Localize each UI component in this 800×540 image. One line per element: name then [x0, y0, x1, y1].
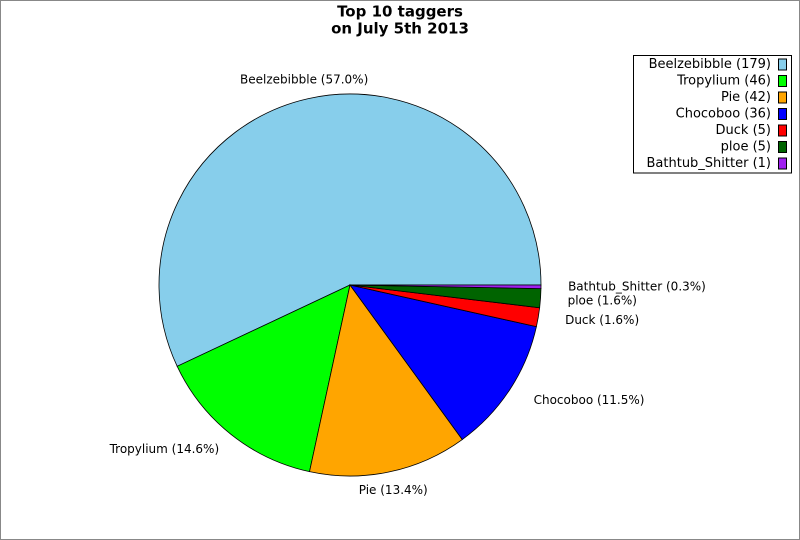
slice-label: Tropylium (14.6%): [109, 442, 220, 456]
legend-swatch: [778, 108, 787, 120]
legend-label: ploe (5): [721, 140, 771, 155]
legend-box: [633, 55, 792, 174]
legend-label: Bathtub_Shitter (1): [647, 156, 772, 171]
chart-subtitle: on July 5th 2013: [331, 20, 469, 38]
legend-swatch: [778, 124, 787, 137]
pie-slice: [349, 284, 537, 441]
chart-title: Top 10 taggers: [337, 3, 463, 21]
legend-swatch: [778, 91, 787, 104]
slice-label: Bathtub_Shitter (0.3%): [568, 279, 706, 293]
legend-label: Pie (42): [721, 90, 771, 105]
legend-label: Tropylium (46): [676, 74, 771, 89]
pie-slice: [309, 284, 463, 477]
slice-label: ploe (1.6%): [568, 293, 637, 307]
slice-label: Pie (13.4%): [359, 483, 428, 497]
slice-label: Duck (1.6%): [565, 313, 639, 327]
legend-label: Chocoboo (36): [676, 107, 771, 122]
slice-label: Beelzebibble (57.0%): [240, 72, 368, 86]
pie-slice: [158, 93, 542, 367]
pie-slice: [176, 284, 351, 473]
pie-slice: [349, 284, 542, 290]
legend-label: Beelzebibble (179): [649, 57, 771, 72]
legend-swatch: [778, 75, 787, 87]
legend-swatch: [778, 58, 787, 71]
legend-swatch: [778, 157, 787, 170]
slice-label: Chocoboo (11.5%): [534, 393, 645, 407]
legend-swatch: [778, 141, 787, 153]
legend-label: Duck (5): [716, 123, 771, 138]
